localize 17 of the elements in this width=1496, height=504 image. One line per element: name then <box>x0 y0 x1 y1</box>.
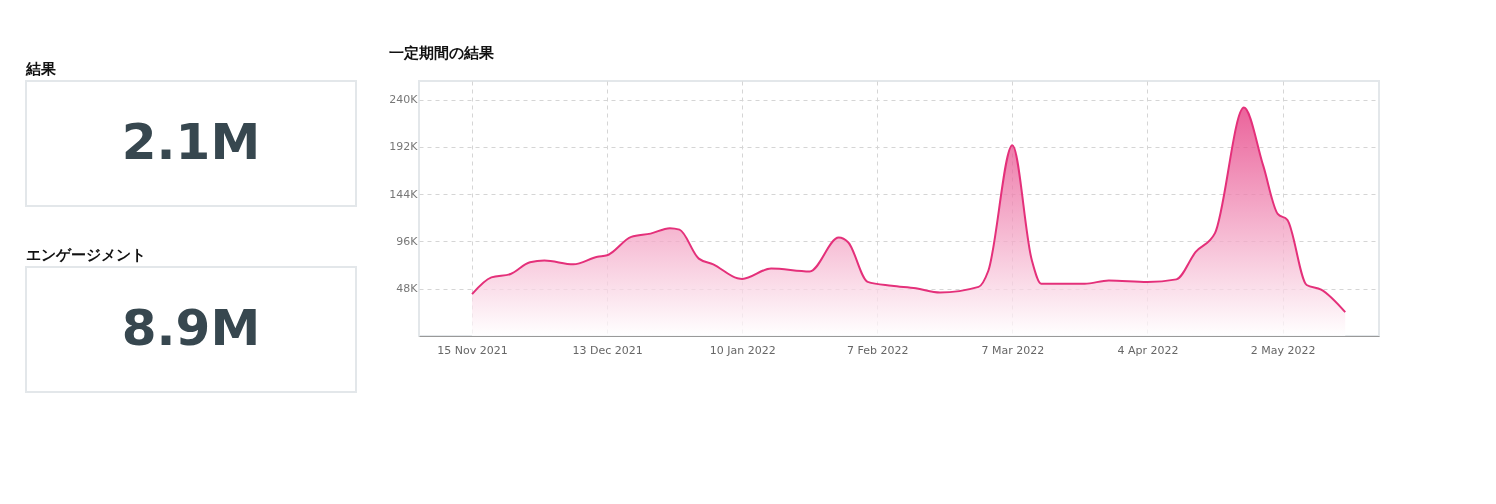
y-tick-label: 96K <box>396 234 419 248</box>
x-tick-label: 15 Nov 2021 <box>437 343 508 357</box>
y-tick-label: 240K <box>389 93 419 107</box>
y-tick-label: 192K <box>389 140 419 154</box>
x-tick-label: 4 Apr 2022 <box>1117 343 1179 357</box>
chart-title: 一定期間の結果 <box>388 44 495 62</box>
x-tick-label: 7 Mar 2022 <box>981 343 1045 357</box>
x-tick-label: 10 Jan 2022 <box>709 343 776 357</box>
x-tick-label: 13 Dec 2021 <box>572 343 643 357</box>
text: 2.1M <box>121 112 261 171</box>
y-tick-label: 48K <box>396 282 419 296</box>
y-tick-label: 144K <box>389 187 419 201</box>
text: 結果 <box>25 60 57 78</box>
text: 8.9M <box>121 298 261 357</box>
text: エンゲージメント <box>26 246 146 264</box>
x-tick-label: 7 Feb 2022 <box>847 343 909 357</box>
x-tick-label: 2 May 2022 <box>1250 343 1316 357</box>
